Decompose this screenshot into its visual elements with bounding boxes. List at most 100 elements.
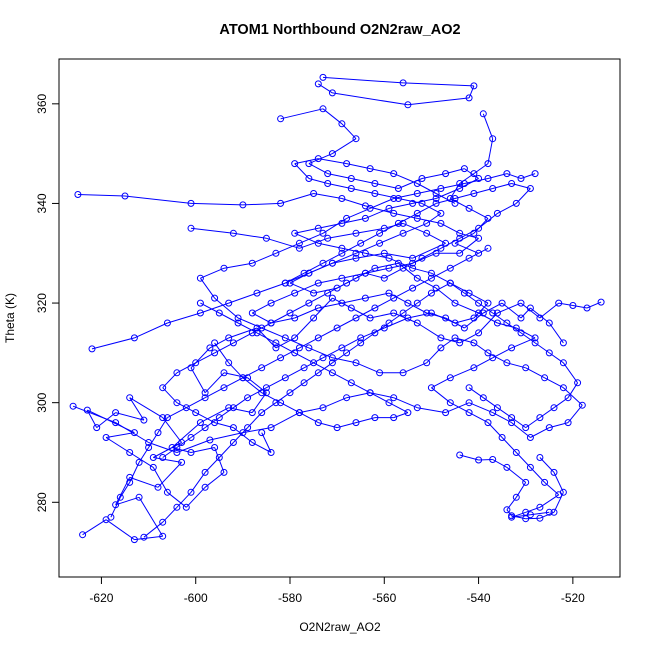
data-point (229, 439, 237, 446)
data-point (437, 219, 445, 227)
series-9 (140, 279, 582, 541)
series-line-segment (398, 198, 423, 204)
data-point (545, 349, 553, 357)
data-point (404, 101, 412, 109)
series-line-segment (200, 267, 225, 279)
series-line-segment (393, 193, 418, 199)
data-point (526, 185, 534, 192)
data-point (432, 190, 440, 197)
data-point (229, 339, 237, 347)
data-point (465, 384, 473, 392)
series-line-segment (355, 242, 380, 254)
data-point (126, 478, 134, 486)
data-point (196, 274, 204, 282)
series-line-segment (374, 183, 399, 189)
series-line-segment (572, 305, 588, 309)
series-line-segment (431, 387, 451, 404)
data-point (475, 456, 483, 464)
x-tick-label: -580 (278, 591, 302, 605)
data-point (277, 354, 285, 362)
series-line-segment (157, 462, 182, 488)
series-line-segment (417, 407, 446, 414)
series-line-segment (360, 232, 380, 244)
data-point (112, 409, 120, 417)
series-line-segment (459, 237, 479, 254)
data-point (484, 299, 492, 307)
data-point (479, 110, 487, 118)
data-point (347, 175, 355, 182)
series-line-segment (308, 163, 328, 175)
series-line-segment (294, 282, 319, 294)
data-point (517, 314, 525, 322)
data-point (328, 354, 336, 362)
series-line-segment (110, 497, 121, 518)
series-line-segment (332, 252, 357, 264)
data-point (229, 424, 237, 432)
data-point (173, 399, 181, 407)
data-point (319, 73, 327, 81)
series-line-segment (261, 357, 281, 369)
data-point (220, 369, 228, 377)
series-line-segment (270, 412, 300, 429)
data-point (437, 334, 445, 342)
data-point (361, 214, 369, 222)
chart-title: ATOM1 Northbound O2N2raw_AO2 (219, 22, 460, 38)
series-line-segment (223, 377, 244, 389)
series-line-segment (487, 352, 508, 364)
data-point (574, 379, 582, 387)
series-line-segment (346, 207, 371, 219)
data-point (427, 289, 435, 297)
data-point (328, 359, 336, 367)
data-point (319, 404, 327, 412)
data-point (187, 224, 195, 232)
data-point (413, 299, 421, 307)
data-point (130, 334, 138, 342)
data-point (140, 416, 148, 424)
series-line-segment (195, 352, 215, 364)
data-point (314, 80, 322, 88)
series-line-segment (459, 178, 479, 189)
series-line-segment (256, 332, 277, 344)
series-line-segment (478, 312, 498, 324)
y-axis-label: Theta (K) (3, 293, 17, 343)
series-line-segment (431, 267, 451, 279)
series-line-segment (200, 302, 229, 314)
series-line-segment (398, 212, 418, 224)
data-point (347, 379, 355, 387)
series-line-segment (162, 417, 182, 443)
data-point (338, 120, 346, 128)
series-line-segment (417, 322, 442, 339)
series-line-segment (417, 277, 437, 289)
data-point (456, 339, 464, 347)
data-point (437, 244, 445, 252)
series-line-segment (539, 511, 555, 519)
series-line-segment (407, 312, 432, 319)
data-point (555, 299, 563, 307)
series-line-segment (431, 282, 451, 294)
data-point (267, 424, 275, 432)
series-line-segment (511, 422, 531, 438)
series-line-segment (459, 227, 479, 239)
data-point (258, 389, 266, 397)
series-line-segment (355, 362, 380, 374)
series-line-segment (195, 412, 215, 424)
data-point (135, 493, 143, 501)
series-line-segment (388, 257, 413, 269)
data-point (357, 339, 365, 347)
data-point (390, 309, 398, 317)
series-line-segment (369, 392, 394, 399)
series-line-segment (115, 496, 140, 506)
data-point (295, 244, 303, 252)
series-line-segment (167, 407, 187, 419)
data-point (211, 419, 219, 427)
series-line-segment (214, 342, 230, 364)
data-point (333, 424, 341, 432)
data-point (399, 229, 407, 237)
data-point (526, 304, 534, 312)
data-point (258, 324, 266, 332)
series-line-segment (431, 272, 451, 284)
data-point (470, 364, 478, 372)
series-line-segment (261, 432, 272, 453)
data-point (465, 94, 473, 102)
series-line-segment (252, 442, 272, 453)
